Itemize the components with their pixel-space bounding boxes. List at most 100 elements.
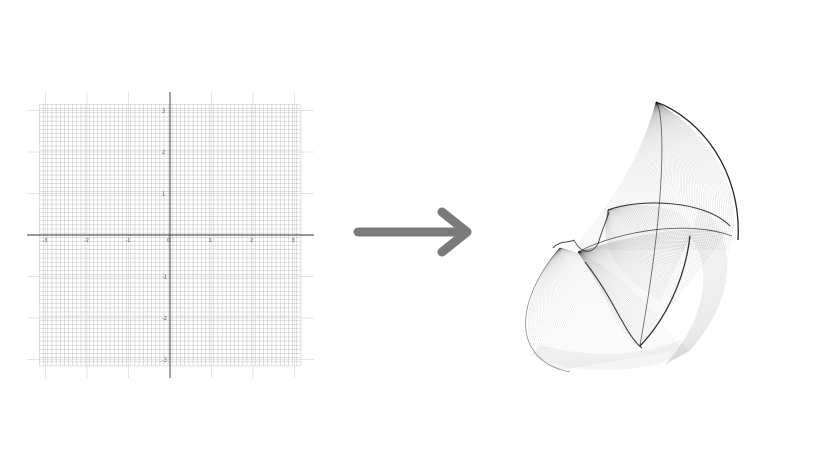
mesh-line [532, 348, 688, 366]
mesh-line [577, 229, 729, 253]
mesh-line [559, 247, 679, 351]
mesh-line [577, 249, 708, 259]
mesh-line [655, 101, 708, 251]
mesh-line [607, 209, 675, 269]
mesh-line [655, 101, 695, 251]
mesh-line [577, 251, 706, 263]
x-tick-label: 1 [209, 238, 212, 244]
mesh-line [532, 348, 688, 367]
mesh-line [607, 209, 671, 279]
mesh-line [559, 247, 653, 355]
mesh-line [530, 351, 690, 370]
mesh-line [577, 251, 672, 307]
mesh-line [531, 349, 689, 368]
y-tick-label: 1 [162, 192, 165, 198]
mesh-line [559, 247, 627, 360]
mesh-line [577, 239, 720, 253]
mesh-line [577, 251, 666, 316]
mesh-line [607, 209, 683, 254]
x-tick-label: 3 [292, 238, 295, 244]
mesh-line [577, 251, 651, 335]
mesh-line [559, 247, 625, 360]
mesh-line [607, 209, 670, 281]
mesh-line [607, 209, 677, 265]
mesh-line [531, 349, 689, 367]
mesh-line [559, 247, 623, 360]
mesh-line [577, 245, 713, 253]
mesh-line [576, 101, 657, 251]
mesh-line [655, 101, 690, 251]
warped-surface-mesh [525, 101, 739, 373]
mesh-line [577, 236, 722, 253]
mesh-line [655, 101, 689, 251]
y-tick-label: 2 [162, 150, 165, 156]
right-arrow-icon [353, 207, 472, 257]
mesh-line [577, 238, 721, 253]
mesh-line [643, 101, 670, 251]
mesh-line [559, 247, 645, 357]
y-tick-label: -1 [162, 275, 167, 281]
mesh-line [607, 101, 657, 251]
mesh-line [577, 251, 658, 325]
mesh-line [603, 101, 657, 251]
mesh-edge [639, 101, 663, 346]
mesh-line [577, 234, 725, 253]
mesh-edge [577, 227, 733, 253]
mesh-line [577, 251, 682, 294]
mesh-line [577, 250, 707, 261]
mesh-line [534, 346, 686, 364]
mesh-line [531, 350, 689, 369]
mesh-line [655, 101, 687, 251]
mesh-line [640, 101, 669, 251]
mesh-line [559, 247, 633, 359]
mesh-line [559, 247, 669, 353]
mesh-line [655, 101, 699, 251]
mesh-line [607, 209, 681, 256]
mesh-line [655, 101, 694, 251]
mesh-line [577, 251, 685, 291]
mesh-line [654, 101, 677, 251]
mesh-line [577, 251, 659, 324]
mesh-line [655, 101, 713, 251]
mesh-line [559, 247, 671, 352]
mesh-line [607, 209, 675, 271]
mesh-line [559, 247, 637, 358]
mesh-line [645, 101, 671, 251]
y-tick-label: -2 [162, 316, 167, 322]
mesh-line [577, 251, 657, 327]
mesh-edge [584, 261, 643, 349]
mesh-line [618, 101, 659, 251]
mesh-line [577, 235, 724, 253]
mesh-line [577, 251, 676, 302]
mesh-line [577, 251, 677, 301]
mesh-line [559, 247, 663, 354]
mesh-line [559, 247, 661, 354]
mesh-line [580, 101, 657, 251]
mesh-line [607, 209, 669, 284]
mesh-line [538, 341, 682, 357]
mesh-line [577, 251, 686, 289]
mesh-line [607, 209, 673, 274]
mesh-line [538, 341, 682, 357]
mesh-line [591, 101, 657, 251]
mesh-line [559, 247, 641, 357]
mesh-line [577, 232, 726, 253]
mesh-line [577, 251, 671, 309]
mesh-line [559, 247, 649, 356]
mesh-line [571, 101, 657, 251]
mesh-line [655, 101, 692, 251]
mesh-line [530, 350, 690, 369]
mesh-line [577, 251, 681, 296]
mesh-line [607, 209, 671, 278]
mesh-line [577, 244, 715, 253]
mesh-line [655, 101, 697, 251]
mesh-line [533, 347, 687, 365]
mesh-line [534, 346, 686, 363]
mesh-line [655, 101, 700, 251]
mesh-line [607, 209, 677, 266]
mesh-line [607, 209, 674, 272]
mesh-line [655, 101, 678, 251]
mesh-line [554, 247, 601, 364]
mesh-line [614, 101, 658, 251]
mesh-line [616, 101, 659, 251]
